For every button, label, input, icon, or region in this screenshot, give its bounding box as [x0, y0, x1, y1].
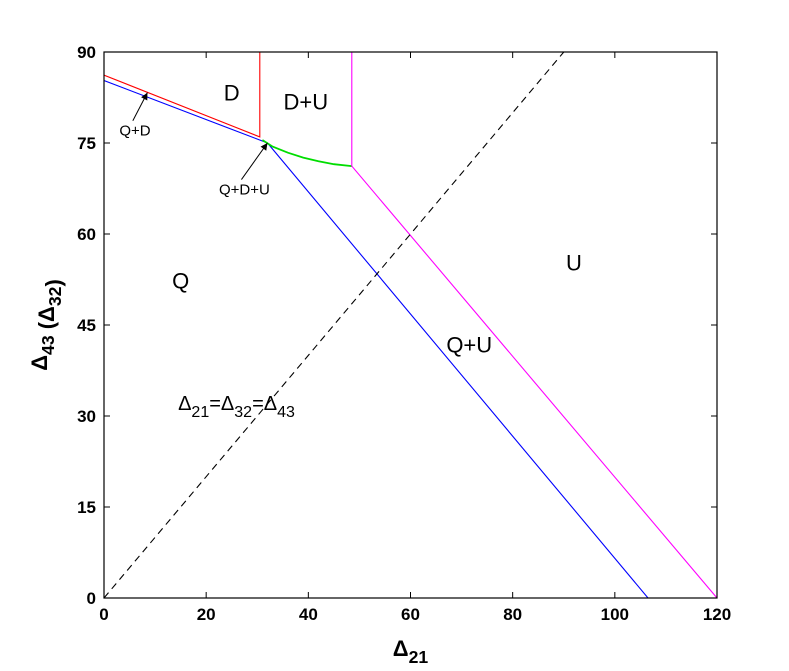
y-tick-label: 60 — [77, 225, 96, 244]
region-label: Q+U — [446, 332, 492, 357]
y-tick-label: 90 — [77, 43, 96, 62]
x-tick-label: 100 — [601, 605, 629, 624]
arrow-head-icon — [260, 143, 268, 151]
series-line-2 — [261, 139, 352, 167]
x-tick-label: 60 — [401, 605, 420, 624]
x-tick-label: 20 — [197, 605, 216, 624]
series-line-0 — [104, 52, 261, 138]
annotation-label: Q+D+U — [219, 182, 270, 199]
axis-ticks: 0 20 40 60 80 100 120 0 15 30 45 60 75 90 — [77, 43, 731, 624]
y-tick-label: 30 — [77, 407, 96, 426]
arrow-head-icon — [141, 92, 148, 101]
series-line-4 — [104, 52, 565, 598]
y-axis-label: Δ43 (Δ32) — [27, 279, 66, 371]
annotation-label: Q+D — [119, 123, 150, 140]
series-line-3 — [351, 52, 717, 598]
series-line-1 — [104, 79, 649, 598]
data-layer — [104, 52, 717, 598]
region-label: D+U — [283, 90, 328, 115]
annotation-arrow — [241, 142, 268, 180]
x-tick-label: 80 — [503, 605, 522, 624]
x-tick-label: 40 — [299, 605, 318, 624]
x-axis-label: Δ21 — [393, 636, 429, 667]
chart-labels: Δ21 Δ43 (Δ32) D D+U Q U Q+U Q+D Q+D+U Δ21=Δ32=Δ43 — [27, 81, 582, 667]
region-label: D — [224, 81, 240, 106]
region-label: Q — [172, 269, 189, 294]
plot-frame — [103, 51, 718, 599]
y-tick-label: 75 — [77, 134, 96, 153]
y-tick-label: 15 — [77, 498, 96, 517]
x-tick-label: 0 — [99, 605, 108, 624]
region-label: U — [566, 250, 582, 275]
y-tick-label: 45 — [77, 316, 96, 335]
y-tick-label: 0 — [87, 589, 96, 608]
equality-label: Δ21=Δ32=Δ43 — [178, 393, 295, 421]
x-tick-label: 120 — [703, 605, 731, 624]
